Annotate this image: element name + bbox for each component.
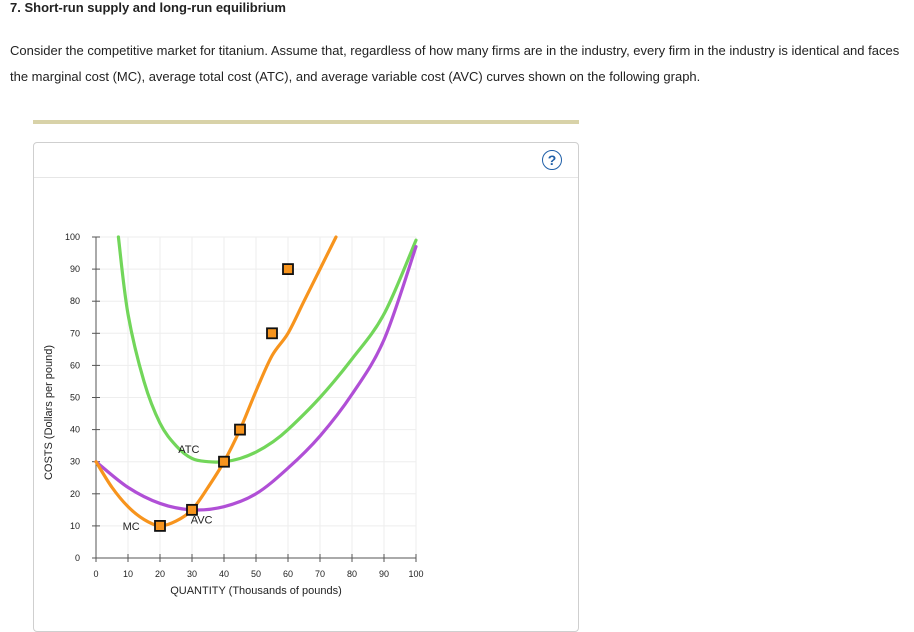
atc-curve-label: ATC (178, 444, 199, 456)
x-tick-label: 10 (123, 569, 133, 579)
y-tick-label: 50 (70, 393, 80, 403)
mc-point-marker[interactable] (282, 263, 294, 276)
question-circle-icon[interactable]: ? (542, 150, 562, 170)
avc-curve-label: AVC (191, 514, 213, 526)
mc-point-marker[interactable] (266, 327, 278, 340)
labels: MC ATC AVC (123, 444, 213, 533)
x-tick-label: 30 (187, 569, 197, 579)
y-axis-title: COSTS (Dollars per pound) (43, 345, 55, 480)
graph-panel: ? (33, 142, 579, 632)
y-tick-label: 80 (70, 296, 80, 306)
y-tick-label: 60 (70, 360, 80, 370)
curves (94, 235, 418, 528)
x-tick-label: 50 (251, 569, 261, 579)
grid (96, 236, 417, 558)
x-tick-label: 40 (219, 569, 229, 579)
help-button-label: ? (547, 152, 557, 168)
x-tick-label: 60 (283, 569, 293, 579)
cost-curves-chart: 0 10 20 30 40 50 60 70 80 90 100 0 10 20 30 40 50 60 70 80 9… (43, 232, 424, 597)
x-tick-label: 70 (315, 569, 325, 579)
y-tick-label: 100 (65, 232, 80, 242)
avc-curve (94, 245, 418, 512)
y-tick-label: 90 (70, 264, 80, 274)
mc-point-marker[interactable] (218, 455, 230, 468)
y-tick-label: 20 (70, 489, 80, 499)
mc-point-marker[interactable] (234, 423, 246, 436)
x-tick-label: 0 (93, 569, 98, 579)
y-tick-label: 70 (70, 328, 80, 338)
y-tick-label: 0 (75, 553, 80, 563)
y-tick-label: 40 (70, 425, 80, 435)
x-tick-label: 90 (379, 569, 389, 579)
atc-curve (116, 235, 418, 464)
x-tick-label: 100 (408, 569, 423, 579)
x-tick-label: 20 (155, 569, 165, 579)
question-title: 7. Short-run supply and long-run equilib… (10, 0, 286, 15)
x-axis-title: QUANTITY (Thousands of pounds) (170, 585, 342, 597)
axes: 0 10 20 30 40 50 60 70 80 90 100 0 10 20 30 40 50 60 70 80 9… (43, 232, 424, 597)
mc-curve-label: MC (123, 521, 140, 533)
mc-point-marker[interactable] (186, 503, 198, 516)
section-divider (33, 120, 579, 124)
mc-curve (94, 235, 338, 528)
graph-panel-header: ? (34, 143, 578, 178)
x-tick-label: 80 (347, 569, 357, 579)
y-tick-label: 30 (70, 457, 80, 467)
y-tick-label: 10 (70, 521, 80, 531)
question-text: Consider the competitive market for tita… (10, 43, 900, 84)
mc-point-marker[interactable] (154, 520, 166, 532)
markers[interactable] (154, 263, 294, 532)
